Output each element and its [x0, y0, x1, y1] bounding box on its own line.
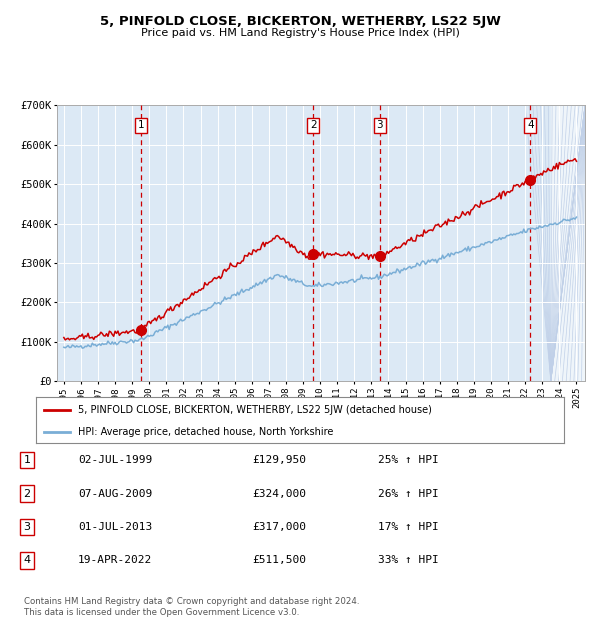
Text: £324,000: £324,000 — [252, 489, 306, 498]
Text: 2: 2 — [310, 120, 317, 130]
Text: 5, PINFOLD CLOSE, BICKERTON, WETHERBY, LS22 5JW (detached house): 5, PINFOLD CLOSE, BICKERTON, WETHERBY, L… — [78, 405, 432, 415]
Text: 5, PINFOLD CLOSE, BICKERTON, WETHERBY, LS22 5JW: 5, PINFOLD CLOSE, BICKERTON, WETHERBY, L… — [100, 16, 500, 29]
Text: £129,950: £129,950 — [252, 455, 306, 465]
Text: £511,500: £511,500 — [252, 556, 306, 565]
Text: 17% ↑ HPI: 17% ↑ HPI — [378, 522, 439, 532]
Text: 4: 4 — [527, 120, 533, 130]
Text: 3: 3 — [23, 522, 31, 532]
Text: 25% ↑ HPI: 25% ↑ HPI — [378, 455, 439, 465]
Text: 33% ↑ HPI: 33% ↑ HPI — [378, 556, 439, 565]
Text: £317,000: £317,000 — [252, 522, 306, 532]
Text: 19-APR-2022: 19-APR-2022 — [78, 556, 152, 565]
Text: 26% ↑ HPI: 26% ↑ HPI — [378, 489, 439, 498]
Text: 1: 1 — [137, 120, 144, 130]
Text: 07-AUG-2009: 07-AUG-2009 — [78, 489, 152, 498]
Text: 02-JUL-1999: 02-JUL-1999 — [78, 455, 152, 465]
Text: 2: 2 — [23, 489, 31, 498]
Text: Contains HM Land Registry data © Crown copyright and database right 2024.
This d: Contains HM Land Registry data © Crown c… — [24, 598, 359, 617]
Text: 4: 4 — [23, 556, 31, 565]
Text: 01-JUL-2013: 01-JUL-2013 — [78, 522, 152, 532]
Text: 1: 1 — [23, 455, 31, 465]
Text: Price paid vs. HM Land Registry's House Price Index (HPI): Price paid vs. HM Land Registry's House … — [140, 28, 460, 38]
Text: HPI: Average price, detached house, North Yorkshire: HPI: Average price, detached house, Nort… — [78, 427, 334, 436]
Text: 3: 3 — [377, 120, 383, 130]
